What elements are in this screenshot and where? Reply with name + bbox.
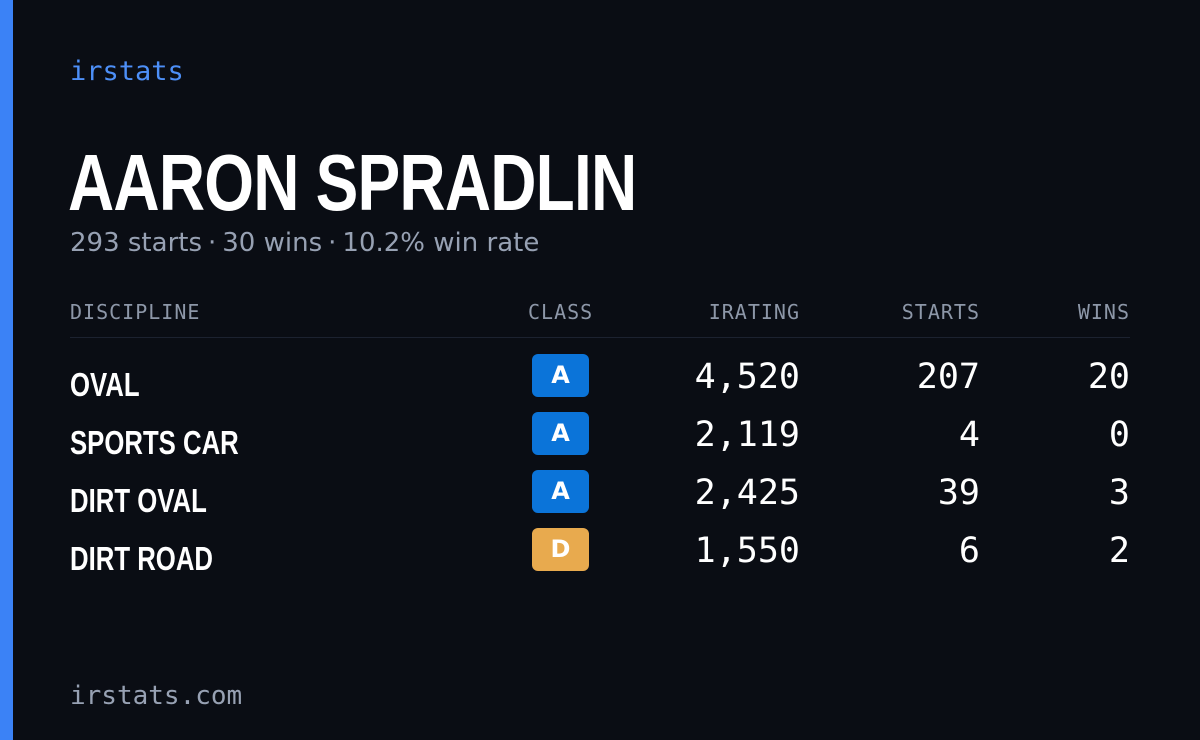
summary-wins: 30 wins [222, 228, 323, 258]
discipline-name: DIRT ROAD [70, 540, 213, 577]
driver-name: AARON SPRADLIN [68, 138, 637, 227]
class-badge: A [532, 412, 589, 455]
irating-value: 1,550 [694, 531, 800, 571]
irating-value: 4,520 [694, 357, 800, 397]
table-row: OVAL A 4,520 207 20 [70, 350, 1130, 408]
starts-value: 207 [916, 357, 980, 397]
header-starts: STARTS [901, 300, 980, 324]
header-irating: IRATING [708, 300, 800, 324]
driver-summary: 293 starts · 30 wins · 10.2% win rate [70, 228, 539, 258]
table-header: DISCIPLINE CLASS IRATING STARTS WINS [70, 300, 1130, 328]
discipline-name: SPORTS CAR [70, 424, 239, 461]
table-row: DIRT OVAL A 2,425 39 3 [70, 466, 1130, 524]
discipline-name: OVAL [70, 366, 140, 403]
wins-value: 2 [1108, 531, 1130, 571]
stats-table: OVAL A 4,520 207 20 SPORTS CAR A 2,119 4… [70, 350, 1130, 582]
footer-url: irstats.com [70, 681, 243, 711]
class-badge: A [532, 470, 589, 513]
wins-value: 0 [1108, 415, 1130, 455]
starts-value: 6 [958, 531, 980, 571]
class-badge: A [532, 354, 589, 397]
header-wins: WINS [1077, 300, 1130, 324]
accent-bar [0, 0, 13, 740]
irating-value: 2,425 [694, 473, 800, 513]
wins-value: 3 [1108, 473, 1130, 513]
brand-logo-text: irstats [70, 56, 184, 87]
irating-value: 2,119 [694, 415, 800, 455]
summary-starts: 293 starts [70, 228, 202, 258]
starts-value: 4 [958, 415, 980, 455]
discipline-name: DIRT OVAL [70, 482, 207, 519]
summary-win-rate: 10.2% win rate [342, 228, 540, 258]
summary-separator: · [328, 228, 337, 258]
header-discipline: DISCIPLINE [70, 300, 201, 324]
header-class: CLASS [528, 300, 594, 324]
table-row: SPORTS CAR A 2,119 4 0 [70, 408, 1130, 466]
summary-separator: · [208, 228, 217, 258]
starts-value: 39 [937, 473, 980, 513]
header-divider [70, 337, 1130, 338]
table-row: DIRT ROAD D 1,550 6 2 [70, 524, 1130, 582]
class-badge: D [532, 528, 589, 571]
wins-value: 20 [1087, 357, 1130, 397]
